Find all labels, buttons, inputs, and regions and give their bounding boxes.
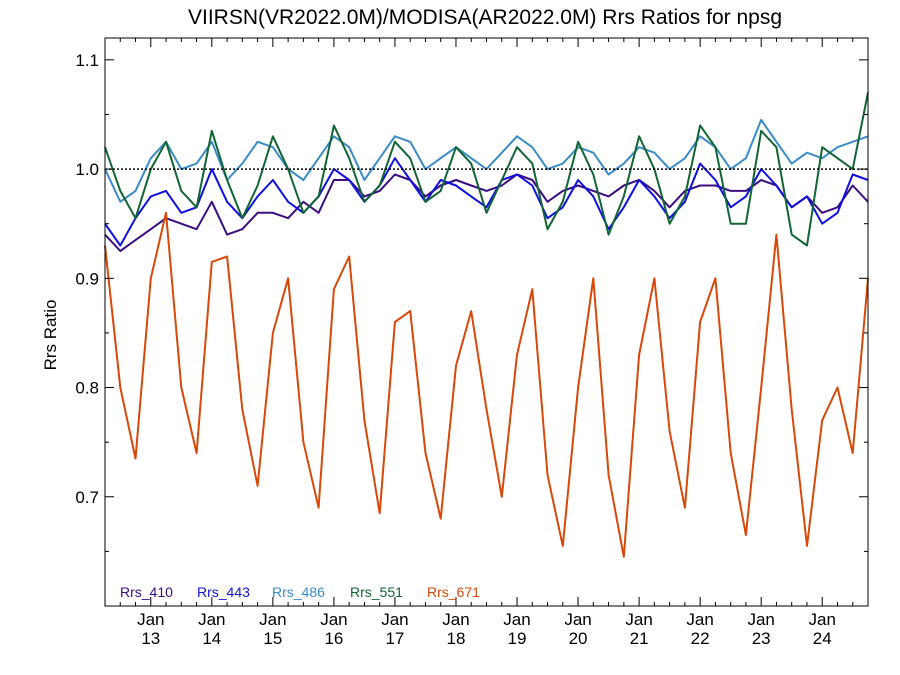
x-tick-year-label: 19	[508, 629, 527, 648]
x-tick-year-label: 22	[691, 629, 710, 648]
x-tick-month-label: Jan	[747, 610, 774, 629]
x-tick-month-label: Jan	[503, 610, 530, 629]
y-tick-label: 1.0	[75, 160, 99, 179]
series-line-rrs-443	[104, 157, 869, 247]
series-line-rrs-551	[104, 92, 869, 247]
x-tick-year-label: 18	[447, 629, 466, 648]
y-tick-label: 0.8	[75, 379, 99, 398]
y-tick-label: 0.9	[75, 269, 99, 288]
x-tick-month-label: Jan	[809, 610, 836, 629]
series-line-rrs-486	[104, 118, 869, 203]
series-line-rrs-410	[104, 173, 869, 252]
legend-label-rrs-486: Rrs_486	[272, 584, 325, 600]
y-tick-label: 0.7	[75, 488, 99, 507]
plot-frame	[104, 37, 869, 607]
x-tick-year-label: 13	[141, 629, 160, 648]
x-tick-year-label: 23	[752, 629, 771, 648]
series-layer	[104, 92, 869, 558]
series-line-rrs-671	[104, 211, 869, 558]
legend-label-rrs-410: Rrs_410	[120, 584, 173, 600]
y-axis-label: Rrs Ratio	[41, 300, 60, 371]
x-tick-year-label: 16	[324, 629, 343, 648]
x-tick-month-label: Jan	[320, 610, 347, 629]
x-tick-year-label: 17	[385, 629, 404, 648]
axes-layer: 0.70.80.91.01.1Jan13Jan14Jan15Jan16Jan17…	[75, 38, 869, 648]
x-tick-month-label: Jan	[686, 610, 713, 629]
legend-label-rrs-671: Rrs_671	[427, 584, 480, 600]
x-tick-year-label: 24	[813, 629, 832, 648]
chart-title: VIIRSN(VR2022.0M)/MODISA(AR2022.0M) Rrs …	[188, 6, 782, 29]
x-tick-year-label: 21	[630, 629, 649, 648]
x-tick-month-label: Jan	[625, 610, 652, 629]
x-tick-year-label: 15	[263, 629, 282, 648]
x-tick-year-label: 14	[202, 629, 221, 648]
x-tick-month-label: Jan	[442, 610, 469, 629]
x-tick-month-label: Jan	[381, 610, 408, 629]
y-tick-label: 1.1	[75, 51, 99, 70]
x-tick-month-label: Jan	[564, 610, 591, 629]
x-tick-month-label: Jan	[137, 610, 164, 629]
legend-label-rrs-443: Rrs_443	[197, 584, 250, 600]
x-tick-month-label: Jan	[259, 610, 286, 629]
x-tick-month-label: Jan	[198, 610, 225, 629]
x-tick-year-label: 20	[569, 629, 588, 648]
legend-label-rrs-551: Rrs_551	[350, 584, 403, 600]
legend: Rrs_410 Rrs_443 Rrs_486 Rrs_551 Rrs_671	[120, 584, 480, 600]
